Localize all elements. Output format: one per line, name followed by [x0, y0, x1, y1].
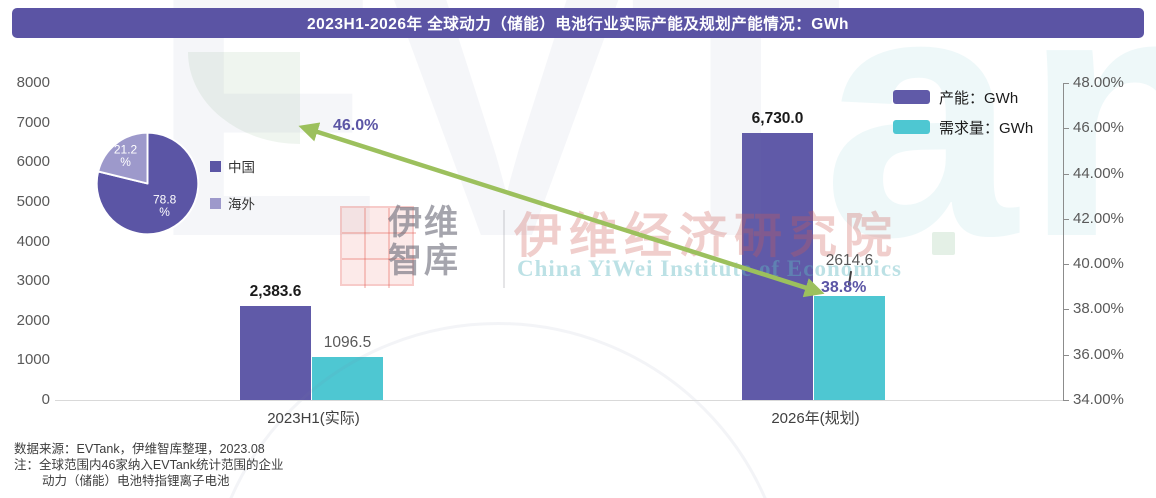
trend-point-label: 46.0% — [333, 117, 379, 135]
demand-bar — [312, 356, 383, 400]
right-axis-tick-label: 42.00% — [1073, 209, 1124, 227]
y-axis-tick-label: 2000 — [16, 311, 50, 329]
right-axis-tick-mark — [1063, 83, 1069, 84]
demand-legend-label: 需求量：GWh — [939, 119, 1034, 137]
x-axis-baseline — [55, 400, 1064, 401]
y-axis-tick-label: 0 — [41, 391, 50, 408]
legend-item-capacity: 产能：GWh — [893, 86, 1033, 108]
demand-legend-swatch — [893, 120, 930, 134]
y-axis-tick-label: 6000 — [16, 153, 50, 171]
y-axis-tick-label: 5000 — [16, 192, 50, 210]
capacity-bar — [240, 305, 311, 400]
demand-bar — [814, 296, 885, 400]
right-axis-tick-label: 34.00% — [1073, 391, 1124, 408]
right-axis-tick-mark — [1063, 173, 1069, 175]
right-axis-tick-mark — [1063, 309, 1069, 311]
x-axis-category-label: 2023H1(实际) — [267, 410, 360, 427]
china-pie-label: 中国 — [228, 160, 255, 175]
right-axis-tick-mark — [1063, 218, 1069, 220]
overseas-pie-swatch — [210, 197, 221, 209]
demand-value-label: 2614.6 — [825, 252, 874, 270]
pie-legend-item-overseas: 海外 — [210, 195, 255, 212]
capacity-legend-label: 产能：GWh — [939, 89, 1019, 107]
right-axis-tick-label: 38.00% — [1073, 300, 1124, 318]
chart-legend: 产能：GWh 需求量：GWh — [893, 86, 1033, 138]
pie-slice — [97, 131, 149, 185]
right-axis-tick-label: 46.00% — [1073, 119, 1124, 137]
china-pie-swatch — [210, 160, 221, 172]
footer-notes: 数据来源：EVTank，伊维智库整理，2023.08 注：全球范围内46家纳入E… — [14, 441, 283, 489]
demand-value-label: 1096.5 — [323, 333, 372, 351]
pie-chart: 78.8 % 21.2% — [95, 131, 200, 236]
right-axis-tick-mark — [1063, 264, 1069, 266]
capacity-value-label: 2,383.6 — [249, 282, 302, 300]
right-axis-tick-label: 44.00% — [1073, 164, 1124, 182]
x-axis-category-label: 2026年(规划) — [771, 410, 860, 427]
pie-slice-label: 78.8% — [153, 192, 177, 218]
trend-line — [298, 122, 825, 298]
trend-point-label: 38.8% — [821, 279, 867, 297]
legend-item-demand: 需求量：GWh — [893, 116, 1033, 138]
chart-title: 2023H1-2026年 全球动力（储能）电池行业实际产能及规划产能情况：GWh — [307, 16, 849, 33]
pie-slice — [95, 131, 200, 236]
right-axis-tick-label: 36.00% — [1073, 345, 1124, 363]
right-axis-tick-mark — [1063, 354, 1069, 356]
overseas-pie-label: 海外 — [228, 197, 255, 212]
pie-slice-label: 21.2% — [114, 143, 138, 169]
y-axis-tick-label: 1000 — [16, 351, 50, 369]
pie-legend-item-china: 中国 — [210, 158, 255, 175]
scope-note: 注：全球范围内46家纳入EVTank统计范围的企业 — [14, 458, 284, 472]
y-axis-tick-label: 7000 — [16, 113, 50, 131]
right-axis-line — [1063, 83, 1064, 401]
battery-note: 动力（储能）电池特指锂离子电池 — [42, 474, 230, 488]
chart-title-bar: 2023H1-2026年 全球动力（储能）电池行业实际产能及规划产能情况：GWh — [12, 8, 1144, 38]
right-axis-tick-label: 48.00% — [1073, 74, 1124, 91]
capacity-legend-swatch — [893, 90, 930, 104]
right-axis-tick-mark — [1063, 400, 1069, 401]
y-axis-tick-label: 4000 — [16, 232, 50, 250]
pie-legend: 中国 海外 — [210, 158, 255, 212]
right-axis-tick-label: 40.00% — [1073, 255, 1124, 273]
right-axis-tick-mark — [1063, 128, 1069, 130]
data-source-note: 数据来源：EVTank，伊维智库整理，2023.08 — [14, 442, 265, 456]
y-axis-tick-label: 3000 — [16, 272, 50, 290]
y-axis-tick-label: 8000 — [16, 74, 50, 91]
